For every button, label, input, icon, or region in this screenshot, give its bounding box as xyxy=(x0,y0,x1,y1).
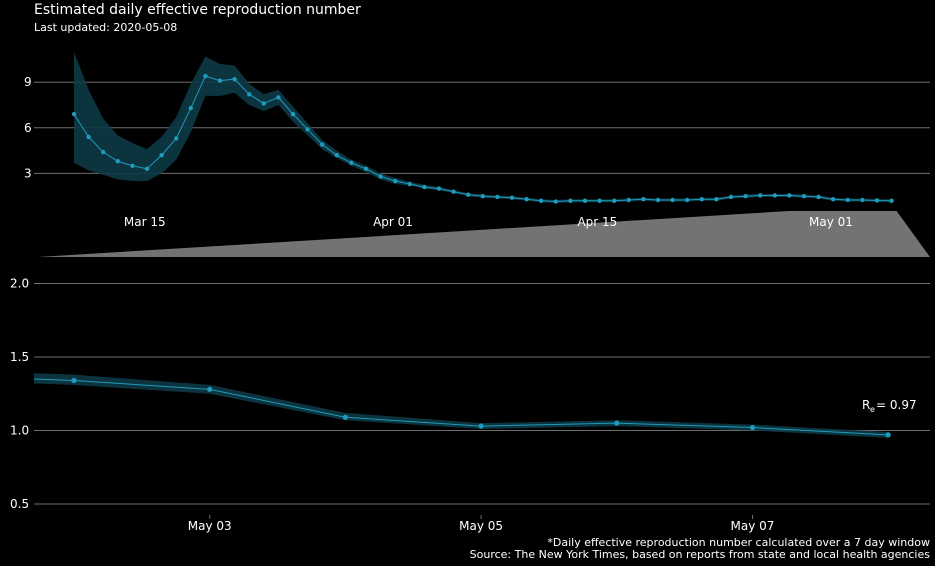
top-data-point xyxy=(670,197,675,203)
top-data-point xyxy=(758,193,763,198)
top-data-point xyxy=(159,152,164,158)
top-data-point xyxy=(728,194,734,200)
top-x-tick-label: Apr 15 xyxy=(577,215,617,229)
top-data-point xyxy=(290,111,296,117)
top-data-point xyxy=(860,197,865,203)
top-data-point xyxy=(451,189,456,194)
footnote-source: Source: The New York Times, based on rep… xyxy=(469,548,930,561)
top-data-point xyxy=(232,76,237,82)
zoom-connector xyxy=(38,211,930,257)
top-data-point xyxy=(144,166,150,172)
top-data-point xyxy=(553,199,558,204)
top-y-tick-3: 3 xyxy=(24,166,32,180)
top-data-point xyxy=(466,192,471,197)
top-data-point xyxy=(568,198,573,203)
top-data-point xyxy=(247,92,252,97)
top-data-point xyxy=(655,197,661,203)
bottom-y-tick-0.5: 0.5 xyxy=(10,497,29,511)
bottom-y-tick-2.0: 2.0 xyxy=(10,277,29,291)
bottom-data-point xyxy=(71,377,77,384)
top-data-point xyxy=(524,197,529,202)
top-x-tick-label: Apr 01 xyxy=(373,215,413,229)
top-data-point xyxy=(787,193,792,198)
top-data-point xyxy=(203,73,208,79)
top-data-point xyxy=(831,197,836,202)
top-data-point xyxy=(261,101,266,106)
top-data-point xyxy=(626,197,631,203)
annotation-subscript: e xyxy=(870,405,875,414)
top-y-tick-6: 6 xyxy=(24,121,32,135)
top-data-point xyxy=(378,174,383,179)
top-data-point xyxy=(816,194,821,200)
top-data-point xyxy=(699,197,704,202)
top-data-point xyxy=(845,197,850,203)
top-data-point xyxy=(349,160,354,165)
bottom-x-tick-label: May 07 xyxy=(731,519,775,533)
bottom-y-tick-1.5: 1.5 xyxy=(10,350,29,364)
annotation-r-symbol: R xyxy=(862,398,870,412)
chart-subtitle: Last updated: 2020-05-08 xyxy=(34,21,178,34)
top-data-point xyxy=(495,194,500,200)
bottom-chart-line xyxy=(33,377,891,438)
top-data-point xyxy=(582,198,588,203)
chart-title: Estimated daily effective reproduction n… xyxy=(34,2,361,18)
top-y-tick-9: 9 xyxy=(24,75,32,89)
top-data-point xyxy=(305,127,310,132)
top-data-point xyxy=(86,134,91,140)
top-data-point xyxy=(115,159,121,164)
top-data-point xyxy=(480,194,485,199)
top-data-point xyxy=(276,95,281,100)
top-data-point xyxy=(641,197,646,202)
annotation-value: = 0.97 xyxy=(876,398,917,412)
bottom-chart-grid xyxy=(34,283,930,505)
top-data-point xyxy=(772,193,777,198)
top-chart-line xyxy=(71,73,894,204)
top-data-point xyxy=(889,198,894,203)
top-data-point xyxy=(801,194,807,199)
bottom-data-point xyxy=(342,414,348,420)
top-data-point xyxy=(422,184,427,190)
bottom-series-line xyxy=(33,378,889,436)
top-data-point xyxy=(436,186,442,191)
bottom-x-tick-label: May 03 xyxy=(188,519,232,533)
top-x-tick-label: May 01 xyxy=(809,215,853,229)
top-data-point xyxy=(509,195,515,200)
top-data-point xyxy=(597,198,602,203)
bottom-data-point xyxy=(478,423,484,429)
top-data-point xyxy=(101,149,106,155)
top-data-point xyxy=(320,142,325,147)
zoom-connector-layer xyxy=(38,211,930,257)
top-data-point xyxy=(539,198,544,203)
top-data-point xyxy=(334,152,339,158)
top-data-point xyxy=(188,105,193,111)
bottom-x-tick-label: May 05 xyxy=(459,519,503,533)
top-data-point xyxy=(685,197,690,203)
top-data-point xyxy=(363,166,369,172)
top-data-point xyxy=(174,136,179,141)
top-series-line xyxy=(73,75,892,203)
bottom-data-point xyxy=(749,424,756,431)
top-data-point xyxy=(407,181,412,187)
bottom-data-point xyxy=(614,420,620,426)
bottom-y-tick-1.0: 1.0 xyxy=(10,424,29,438)
top-data-point xyxy=(612,198,617,203)
top-data-point xyxy=(130,163,135,168)
top-data-point xyxy=(217,78,223,83)
top-data-point xyxy=(71,111,77,117)
bottom-chart-axis: 0.5 1.0 1.5 2.0 May 03 May 05 May 07 xyxy=(10,277,774,534)
footnote-window: *Daily effective reproduction number cal… xyxy=(547,536,930,549)
top-data-point xyxy=(393,178,398,184)
bottom-data-point xyxy=(885,432,891,438)
top-x-tick-label: Mar 15 xyxy=(124,215,166,229)
bottom-data-point xyxy=(207,386,213,392)
top-chart-axis: 3 6 9 Mar 15 Apr 01 Apr 15 May 01 xyxy=(24,75,853,229)
top-data-point xyxy=(714,197,719,202)
top-data-point xyxy=(743,194,748,199)
top-data-point xyxy=(874,198,880,203)
